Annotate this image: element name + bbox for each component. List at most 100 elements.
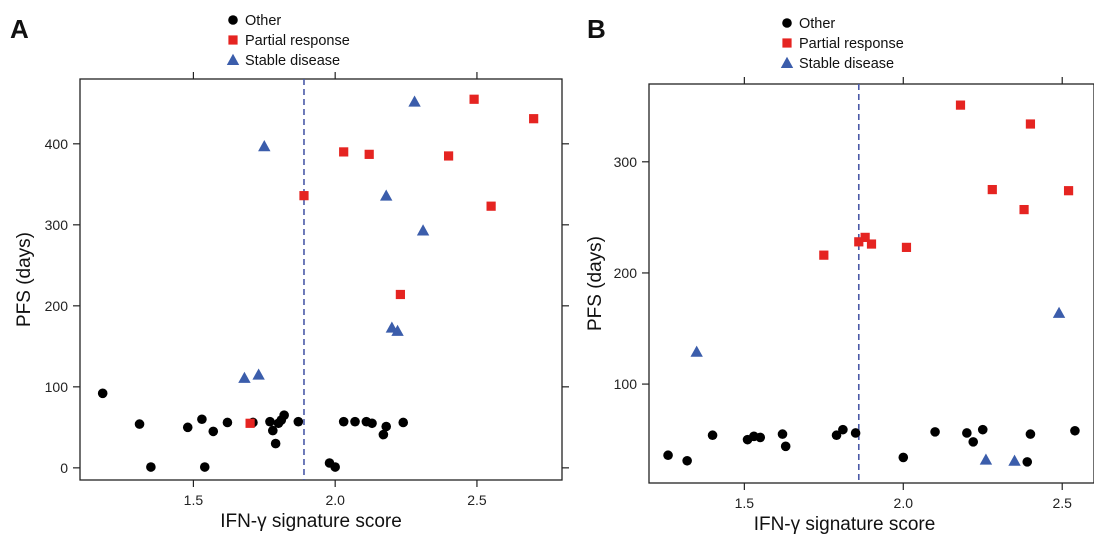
data-point [838,424,848,435]
data-point [1008,454,1021,466]
legend-marker [226,53,240,65]
data-point [381,421,392,432]
series-partial-response [819,100,1074,260]
data-point [866,239,877,249]
data-point [199,462,210,472]
panel-a: A 1.5 2.0 2.5 0 100 200 300 400 IFN-γ signature s… [10,13,569,532]
x-axis-label: IFN-γ signature score [220,511,402,532]
legend: Other Partial response Stable disease [226,13,350,69]
legend-marker [782,38,792,48]
x-axis-label: IFN-γ signature score [754,514,936,535]
x-tick-label: 1.5 [735,495,755,511]
y-tick-label: 200 [45,298,69,314]
legend-marker [228,35,238,45]
data-point [182,422,193,433]
data-point [979,453,993,465]
data-point [486,201,496,211]
data-point [469,94,479,104]
data-point [408,95,421,107]
data-point [268,425,278,436]
y-tick-label: 100 [45,379,69,395]
legend-label: Partial response [799,36,904,52]
data-point [222,417,233,428]
data-point [682,455,692,466]
data-point [968,437,979,447]
data-point [252,368,265,380]
data-point [1070,425,1080,436]
legend-label: Partial response [245,33,350,49]
y-axis-label: PFS (days) [14,232,35,327]
y-axis-label: PFS (days) [585,236,606,331]
y-tick-label: 0 [60,460,68,476]
data-point [850,428,861,438]
data-point [930,427,940,437]
data-point [529,114,539,124]
data-point [146,462,156,472]
data-point [860,232,870,242]
data-point [293,416,304,427]
legend-label: Stable disease [799,56,894,72]
data-point [134,419,145,429]
y-tick-label: 200 [614,265,638,281]
data-point [955,100,966,110]
legend-label: Stable disease [245,53,340,69]
x-tick-label: 2.5 [1052,495,1072,511]
data-point [378,429,389,440]
data-point [367,418,377,429]
y-tick-label: 100 [614,376,638,392]
x-tick-label: 2.5 [467,492,487,508]
data-point [1019,204,1029,215]
data-point [265,416,275,427]
data-point [977,424,988,435]
series-stable-disease [238,95,430,383]
data-point [395,289,405,300]
data-point [391,324,404,336]
panel-letter: B [587,14,606,44]
legend-marker [228,15,238,25]
series-other [663,424,1080,467]
plot-frame [79,78,563,481]
data-point [1063,186,1074,196]
data-point [398,417,409,428]
x-tick-label: 1.5 [184,492,204,508]
legend: Other Partial response Stable disease [780,16,904,72]
data-point [707,430,718,441]
data-point [987,184,997,195]
x-tick-label: 2.0 [894,495,914,511]
legend-marker [782,18,792,28]
data-point [819,250,829,260]
data-point [1022,457,1033,467]
data-point [416,224,430,236]
panel-b: B 1.5 2.0 2.5 100 200 300 IFN-γ signature score… [585,14,1094,535]
data-point [97,388,108,399]
data-point [197,414,207,425]
data-point [1025,429,1036,439]
series-partial-response [245,94,539,428]
data-point [380,189,393,201]
data-point [339,147,349,157]
data-point [443,151,454,161]
data-point [330,462,340,472]
data-point [245,418,255,428]
data-point [1025,119,1036,129]
data-point [831,430,842,441]
data-point [780,441,791,452]
y-tick-label: 400 [45,136,69,152]
legend-marker [780,56,794,68]
data-point [338,416,349,427]
data-point [1052,306,1066,318]
data-point [901,242,912,252]
data-point [777,429,788,439]
data-point [238,371,251,383]
y-tick-label: 300 [614,154,638,170]
x-tick-label: 2.0 [325,492,345,508]
data-point [663,450,673,461]
data-point [279,410,289,420]
data-point [258,140,271,152]
series-stable-disease [690,306,1066,466]
data-point [270,438,281,449]
data-point [898,452,909,463]
data-point [690,345,703,357]
